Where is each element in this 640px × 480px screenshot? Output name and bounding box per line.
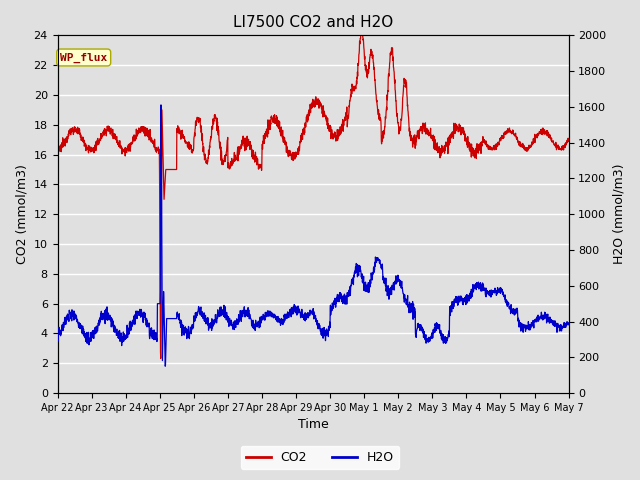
Title: LI7500 CO2 and H2O: LI7500 CO2 and H2O [233,15,393,30]
Y-axis label: H2O (mmol/m3): H2O (mmol/m3) [612,164,625,264]
Y-axis label: CO2 (mmol/m3): CO2 (mmol/m3) [15,164,28,264]
X-axis label: Time: Time [298,419,328,432]
Legend: CO2, H2O: CO2, H2O [241,446,399,469]
Text: WP_flux: WP_flux [60,52,108,62]
